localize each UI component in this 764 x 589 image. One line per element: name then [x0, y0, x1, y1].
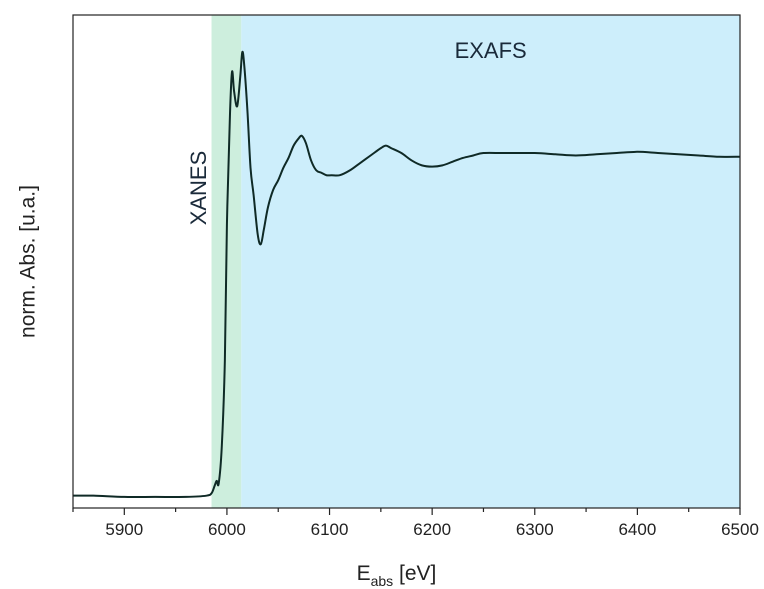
x-tick-label: 6500	[721, 520, 759, 539]
x-axis-title-subscript: abs	[371, 573, 394, 589]
x-tick-label: 6400	[618, 520, 656, 539]
region-label-exafs: EXAFS	[455, 38, 527, 63]
x-axis-title-main: E	[357, 562, 371, 585]
x-tick-label: 6300	[516, 520, 554, 539]
region-labels: XANES EXAFS	[186, 38, 527, 225]
x-tick-label: 6200	[413, 520, 451, 539]
x-axis-title: Eabs [eV]	[357, 562, 437, 589]
plot-frame	[72, 14, 741, 509]
series-lines	[72, 50, 741, 498]
y-axis-title: norm. Abs. [u.a.]	[17, 185, 40, 338]
x-axis-title-unit: [eV]	[393, 562, 436, 585]
x-tick-label: 6100	[311, 520, 349, 539]
series-line-0	[72, 50, 741, 498]
x-tick-label: 5900	[105, 520, 143, 539]
x-axis-ticks	[72, 508, 741, 515]
region-label-xanes: XANES	[186, 151, 211, 226]
x-axis-tick-labels: 5900 6000 6100 6200 6300 6400 6500	[105, 520, 759, 539]
region-band-exafs	[241, 15, 740, 508]
x-tick-label: 6000	[208, 520, 246, 539]
region-bands	[211, 15, 740, 508]
